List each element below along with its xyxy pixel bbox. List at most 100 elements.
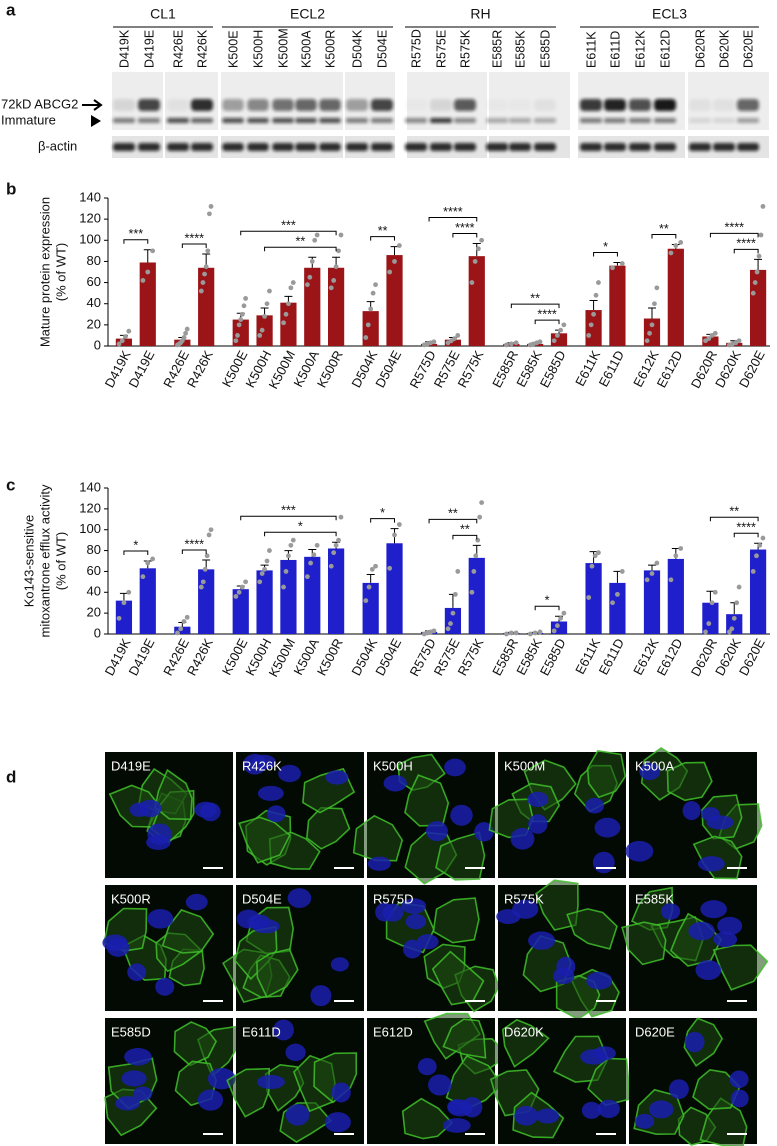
nucleus: [324, 1112, 351, 1133]
data-point: [290, 280, 296, 285]
nucleus: [147, 823, 172, 846]
error-bar: [119, 592, 128, 601]
micrograph-label: E612D: [373, 1024, 413, 1039]
data-point: [644, 577, 650, 583]
data-point: [537, 629, 543, 635]
nucleus: [684, 1031, 705, 1053]
bar: [702, 336, 719, 346]
nucleus: [325, 770, 349, 785]
micrograph: D504E: [222, 885, 364, 1011]
nucleus: [585, 797, 605, 814]
mature-band: [247, 99, 269, 111]
cell-membrane: [712, 944, 769, 991]
data-point: [123, 334, 128, 339]
immature-band: [454, 118, 476, 123]
nucleus: [648, 1100, 674, 1119]
cell-membrane: [587, 1057, 631, 1107]
mature-band: [486, 99, 508, 111]
lane-label: K500A: [299, 30, 313, 68]
data-point: [561, 322, 567, 328]
nucleus: [133, 1086, 153, 1101]
lane-label: R426K: [195, 29, 209, 68]
data-point: [288, 542, 294, 548]
data-point: [236, 322, 242, 328]
significance-label: ****: [185, 537, 205, 551]
micrograph-label: R426K: [242, 758, 282, 773]
data-point: [477, 514, 483, 520]
micrograph-label: E611D: [242, 1024, 281, 1039]
nucleus: [138, 799, 162, 818]
bar: [139, 262, 156, 346]
data-point: [267, 548, 272, 553]
significance-bracket: [181, 549, 207, 554]
data-point: [734, 600, 740, 606]
data-point: [140, 278, 146, 283]
data-point: [304, 574, 310, 580]
data-point: [262, 314, 267, 319]
mature-label: 72kD ABCG2: [1, 96, 78, 111]
bar: [280, 559, 297, 634]
actin-band: [689, 143, 711, 151]
significance-bracket: [709, 232, 759, 238]
lane-label: D419K: [117, 29, 131, 68]
y-tick-label: 100: [79, 521, 101, 536]
data-point: [183, 330, 188, 336]
nucleus: [247, 914, 271, 930]
data-point: [200, 280, 206, 285]
data-point: [504, 342, 509, 348]
bar: [327, 548, 345, 634]
actin-band: [346, 143, 368, 151]
immature-band: [346, 118, 368, 123]
data-point: [373, 282, 378, 288]
significance-label: **: [460, 523, 470, 537]
nucleus: [194, 801, 217, 818]
micrograph-label: D620K: [504, 1024, 544, 1039]
nucleus: [401, 898, 427, 914]
actin-band: [509, 143, 531, 151]
data-point: [366, 584, 372, 590]
data-point: [678, 240, 684, 245]
nucleus: [528, 931, 556, 950]
y-axis-label: (% of WT): [53, 243, 68, 302]
data-point: [181, 619, 187, 624]
data-point: [243, 579, 249, 585]
nucleus: [713, 931, 738, 948]
data-point: [333, 264, 339, 270]
micrograph-label: D620E: [635, 1024, 675, 1039]
immature-band: [629, 118, 651, 123]
micrograph-label: K500R: [111, 891, 151, 906]
nucleus: [266, 805, 286, 823]
significance-label: *: [298, 520, 303, 534]
error-bar: [366, 574, 375, 583]
micrograph: R575D: [367, 885, 500, 1013]
data-point: [554, 623, 560, 629]
group-label: CL1: [150, 6, 176, 22]
data-point: [205, 248, 211, 254]
y-tick-label: 40: [87, 584, 101, 599]
immature-band: [247, 118, 269, 123]
data-point: [286, 553, 291, 559]
lane-label: K500R: [323, 30, 337, 68]
data-point: [312, 237, 318, 243]
cell-membrane: [154, 768, 193, 821]
lane-label: E585R: [490, 30, 504, 68]
significance-bracket: [370, 518, 396, 523]
data-point: [647, 330, 652, 336]
y-tick-label: 0: [94, 337, 101, 352]
nucleus: [593, 1046, 616, 1061]
significance-label: *: [545, 594, 550, 608]
mature-band: [113, 99, 135, 111]
actin-band: [191, 143, 213, 151]
error-bar: [754, 258, 763, 270]
data-point: [754, 269, 760, 275]
data-point: [596, 550, 601, 556]
immature-band: [138, 118, 160, 123]
data-point: [387, 269, 393, 275]
nucleus: [625, 840, 654, 862]
group-label: ECL3: [652, 6, 687, 22]
data-point: [706, 336, 712, 341]
micrograph: K500R: [102, 885, 233, 1011]
immature-band: [113, 118, 135, 123]
nucleus: [592, 851, 615, 874]
